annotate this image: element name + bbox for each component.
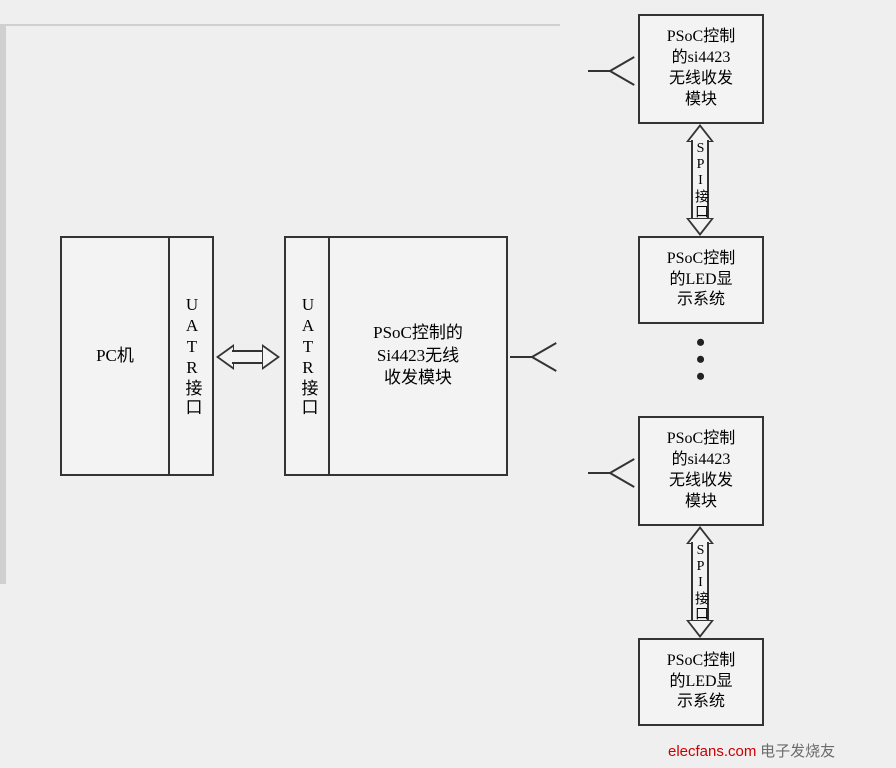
pc-label: PC机 xyxy=(96,345,134,368)
watermark: elecfans.com 电子发烧友 xyxy=(668,740,835,761)
spi-bottom-arrow: SPI接口 xyxy=(686,526,714,638)
spi-bottom-label: SPI接口 xyxy=(690,543,710,621)
pc-box: PC机 xyxy=(60,236,170,476)
center-module-box: PSoC控制的 Si4423无线 收发模块 xyxy=(328,236,508,476)
uatr-right-box: UATR接口 xyxy=(284,236,330,476)
ellipsis-dots: ••• xyxy=(696,336,705,383)
antenna-center xyxy=(510,336,560,376)
rf-top-label: PSoC控制 的si4423 无线收发 模块 xyxy=(667,27,735,110)
led-top-label: PSoC控制 的LED显 示系统 xyxy=(667,249,735,311)
led-bottom-label: PSoC控制 的LED显 示系统 xyxy=(667,651,735,713)
uatr-left-box: UATR接口 xyxy=(168,236,214,476)
rf-top-box: PSoC控制 的si4423 无线收发 模块 xyxy=(638,14,764,124)
led-top-box: PSoC控制 的LED显 示系统 xyxy=(638,236,764,324)
uatr-left-label: UATR接口 xyxy=(180,295,203,417)
watermark-site: elecfans.com xyxy=(668,743,756,760)
center-module-label: PSoC控制的 Si4423无线 收发模块 xyxy=(373,322,463,391)
uatr-arrow xyxy=(216,344,280,370)
led-bottom-box: PSoC控制 的LED显 示系统 xyxy=(638,638,764,726)
uatr-right-label: UATR接口 xyxy=(296,295,319,417)
antenna-top xyxy=(588,50,638,90)
watermark-cn: 电子发烧友 xyxy=(760,744,835,760)
rf-bottom-label: PSoC控制 的si4423 无线收发 模块 xyxy=(667,429,735,512)
antenna-bottom xyxy=(588,452,638,492)
spi-top-label: SPI接口 xyxy=(690,141,710,219)
rf-bottom-box: PSoC控制 的si4423 无线收发 模块 xyxy=(638,416,764,526)
spi-top-arrow: SPI接口 xyxy=(686,124,714,236)
